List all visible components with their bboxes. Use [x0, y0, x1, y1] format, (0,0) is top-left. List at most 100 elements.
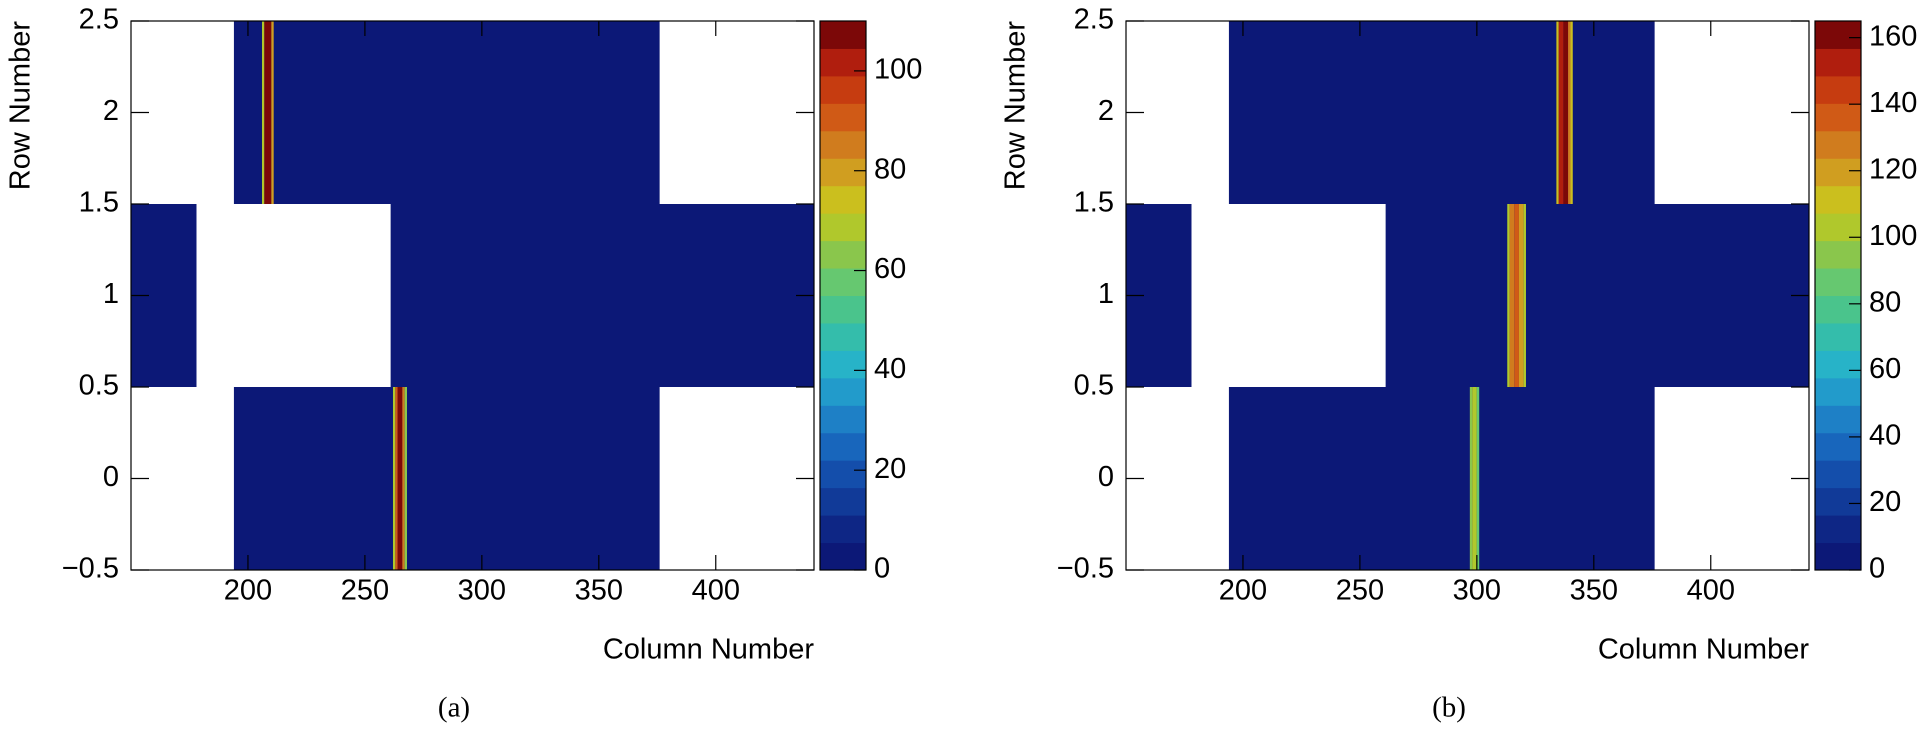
- heat-cell: [390, 204, 814, 387]
- x-tick-label: 200: [224, 575, 272, 607]
- heat-cell: [233, 21, 660, 204]
- y-tick-label: 2: [1098, 95, 1114, 127]
- y-tick-label: 0.5: [79, 370, 119, 402]
- heat-cell: [1472, 387, 1477, 570]
- heat-cell: [1469, 387, 1473, 570]
- y-tick-label: 1: [103, 278, 119, 310]
- colorbar-step: [820, 322, 866, 351]
- heat-cell: [1228, 21, 1655, 204]
- colorbar-tick-label: 60: [1869, 353, 1901, 385]
- colorbar-frame: [819, 20, 867, 571]
- colorbar-frame: [1814, 20, 1862, 571]
- colorbar-step: [820, 515, 866, 544]
- colorbar-tick-label: 20: [1869, 486, 1901, 518]
- x-tick-label: 300: [1453, 575, 1501, 607]
- y-tick-label: 1.5: [79, 187, 119, 219]
- heat-cell: [233, 387, 660, 570]
- colorbar-tick-label: 80: [1869, 286, 1901, 318]
- colorbar-step: [820, 240, 866, 269]
- x-tick-label: 350: [1570, 575, 1618, 607]
- colorbar-step: [1815, 377, 1861, 406]
- colorbar-step: [820, 460, 866, 489]
- colorbar-step: [820, 405, 866, 434]
- heat-cell: [404, 387, 408, 570]
- y-tick-label: −0.5: [1057, 553, 1114, 585]
- colorbar-step: [1815, 103, 1861, 132]
- y-tick-label: 0: [1098, 461, 1114, 493]
- colorbar-step: [1815, 542, 1861, 571]
- colorbar-tick-label: 20: [874, 453, 906, 485]
- y-axis-label: Row Number: [1000, 21, 1032, 191]
- caption: (b): [1432, 692, 1466, 724]
- x-tick-label: 300: [458, 575, 506, 607]
- heat-cell: [397, 387, 403, 570]
- colorbar-step: [1815, 322, 1861, 351]
- heat-cell: [1518, 204, 1524, 387]
- colorbar-step: [820, 432, 866, 461]
- heat-cell: [1523, 204, 1526, 387]
- colorbar-step: [1815, 405, 1861, 434]
- colorbar-step: [1815, 213, 1861, 242]
- y-tick-label: 0: [103, 461, 119, 493]
- colorbar-step: [820, 21, 866, 49]
- colorbar-step: [820, 350, 866, 379]
- colorbar-step: [1815, 350, 1861, 379]
- colorbar-step: [820, 295, 866, 324]
- x-tick-label: 350: [575, 575, 623, 607]
- x-tick-label: 200: [1219, 575, 1267, 607]
- colorbar-step: [820, 487, 866, 516]
- heat-cell: [402, 387, 405, 570]
- colorbar-step: [1815, 487, 1861, 516]
- colorbar-step: [1815, 158, 1861, 187]
- x-axis-label: Column Number: [603, 634, 814, 666]
- heat-cell: [1556, 21, 1559, 204]
- colorbar-tick-label: 120: [1869, 153, 1917, 185]
- colorbar-step: [820, 130, 866, 159]
- heat-cell: [392, 387, 396, 570]
- x-tick-label: 250: [1336, 575, 1384, 607]
- y-tick-label: 0.5: [1074, 370, 1114, 402]
- x-tick-label: 400: [692, 575, 740, 607]
- colorbar-tick-label: 40: [1869, 420, 1901, 452]
- caption: (a): [438, 692, 470, 724]
- heat-cell: [1563, 21, 1569, 204]
- heat-cell: [1570, 21, 1573, 204]
- colorbar-step: [1815, 185, 1861, 214]
- heat-cell: [1476, 387, 1480, 570]
- colorbar-tick-label: 80: [874, 153, 906, 185]
- colorbar-tick-label: 0: [874, 553, 890, 585]
- x-axis-label: Column Number: [1598, 634, 1809, 666]
- heat-cell: [264, 21, 272, 204]
- heat-cell: [1568, 21, 1571, 204]
- x-tick-label: 400: [1687, 575, 1735, 607]
- colorbar-tick-label: 140: [1869, 87, 1917, 119]
- colorbar-step: [820, 213, 866, 242]
- y-tick-label: −0.5: [62, 553, 119, 585]
- colorbar-step: [820, 268, 866, 296]
- colorbar-step: [1815, 268, 1861, 296]
- colorbar-step: [1815, 21, 1861, 49]
- y-tick-label: 1: [1098, 278, 1114, 310]
- colorbar-step: [1815, 130, 1861, 159]
- colorbar-step: [820, 542, 866, 571]
- colorbar-tick-label: 40: [874, 353, 906, 385]
- heat-cell: [261, 21, 265, 204]
- colorbar-step: [820, 75, 866, 104]
- colorbar-tick-label: 100: [874, 54, 922, 86]
- colorbar-step: [820, 377, 866, 406]
- colorbar-tick-label: 100: [1869, 220, 1917, 252]
- y-axis-label: Row Number: [5, 21, 37, 191]
- colorbar-step: [1815, 460, 1861, 489]
- heat-cell: [1509, 204, 1515, 387]
- heat-cell: [1228, 387, 1655, 570]
- x-tick-label: 250: [341, 575, 389, 607]
- y-tick-label: 2.5: [1074, 4, 1114, 36]
- colorbar-step: [1815, 48, 1861, 77]
- heat-cell: [395, 387, 398, 570]
- y-tick-label: 2.5: [79, 4, 119, 36]
- colorbar-tick-label: 60: [874, 253, 906, 285]
- heat-cell: [1507, 204, 1510, 387]
- colorbar-step: [820, 48, 866, 77]
- heat-cell: [1514, 204, 1519, 387]
- heat-cell: [1558, 21, 1564, 204]
